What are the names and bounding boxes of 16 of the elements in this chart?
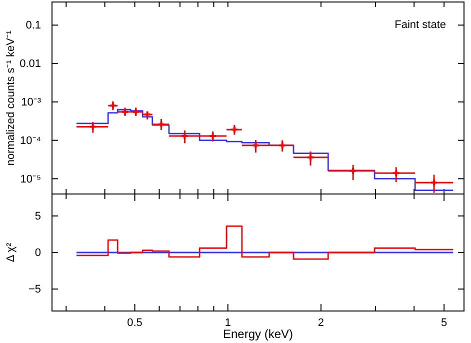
x-axis-title: Energy (keV)	[222, 327, 294, 341]
y-axis-title: Δ χ²	[5, 242, 17, 262]
y-tick-label: 5	[34, 210, 41, 222]
x-tick-label: 1	[224, 317, 231, 329]
y-tick-label: 10⁻³	[21, 96, 42, 108]
y-axis-title: normalized counts s⁻¹ keV⁻¹	[5, 30, 17, 166]
y-tick-label: 10⁻⁴	[20, 134, 42, 147]
y-tick-label: 0.1	[26, 20, 41, 32]
x-tick-label: 5	[441, 317, 448, 329]
y-tick-label: 0	[34, 247, 41, 260]
y-tick-label: 0.01	[20, 58, 41, 70]
y-tick-label: −5	[28, 284, 41, 296]
y-tick-label: 10⁻⁵	[20, 173, 41, 186]
x-tick-label: 0.5	[127, 317, 142, 329]
x-tick-label: 2	[318, 317, 324, 329]
annotation: Faint state	[394, 19, 446, 31]
